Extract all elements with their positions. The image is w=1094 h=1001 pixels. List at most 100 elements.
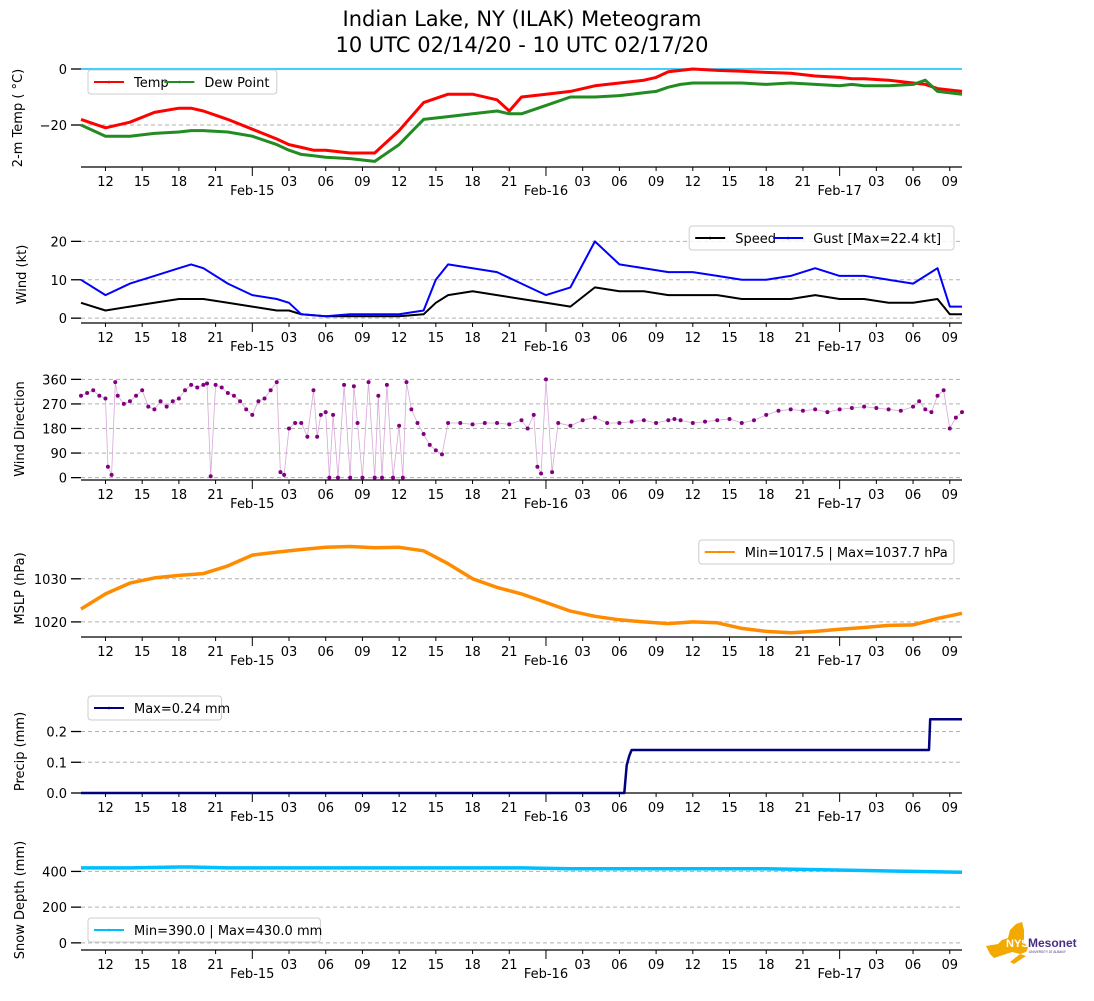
wdir-point — [250, 412, 255, 417]
wind-xtick-label: 15 — [721, 331, 738, 346]
precip-xtick-label: 03 — [281, 801, 298, 816]
wdir-point — [800, 408, 805, 413]
precip-day-label: Feb-16 — [524, 810, 568, 825]
mslp-legend — [698, 539, 955, 565]
wind-xtick-label: 18 — [171, 331, 188, 346]
wdir-point — [113, 380, 118, 385]
wdir-point — [911, 404, 916, 409]
mslp-legend-label: Min=1017.5 | Max=1037.7 hPa — [745, 546, 948, 561]
wdir-point — [366, 380, 371, 385]
wdir-point — [397, 423, 402, 428]
wdir-point — [274, 380, 279, 385]
wdir-point — [764, 412, 769, 417]
chart-title: Indian Lake, NY (ILAK) Meteogram 10 UTC … — [0, 6, 1044, 58]
wdir-xtick-label: 21 — [207, 488, 224, 503]
snow-ylabel: Snow Depth (mm) — [13, 841, 28, 959]
wdir-point — [739, 421, 744, 426]
temp-xtick-label: 12 — [97, 175, 114, 190]
mslp-day-label: Feb-17 — [818, 654, 862, 669]
wdir-point — [446, 421, 451, 426]
wdir-point — [923, 407, 928, 412]
wind-legend-marker — [708, 236, 712, 240]
wdir-xtick-label: 03 — [868, 488, 885, 503]
wdir-point — [323, 410, 328, 415]
snow-xtick-label: 18 — [464, 958, 481, 973]
wind-xtick-label: 03 — [868, 331, 885, 346]
wdir-point — [837, 407, 842, 412]
wind-ylabel: Wind (kt) — [15, 245, 30, 305]
wdir-point — [849, 406, 854, 411]
precip-xtick-label: 09 — [648, 801, 665, 816]
wind-ytick-label: 10 — [50, 274, 67, 289]
wdir-point — [929, 410, 934, 415]
temp-xtick-label: 18 — [171, 175, 188, 190]
wind-legend-label: Gust [Max=22.4 kt] — [813, 232, 941, 247]
wdir-point — [205, 381, 210, 386]
wdir-point — [539, 471, 544, 476]
wdir-point — [409, 407, 414, 412]
wdir-point — [376, 393, 381, 398]
snow-day-label: Feb-16 — [524, 967, 568, 982]
wdir-point — [825, 410, 830, 415]
wind-xtick-label: 03 — [574, 331, 591, 346]
wind-xtick-label: 12 — [391, 331, 408, 346]
wdir-point — [788, 407, 793, 412]
wdir-point — [391, 475, 396, 480]
wdir-point — [146, 404, 151, 409]
snow-xtick-label: 06 — [317, 958, 334, 973]
mslp-ytick-label: 1030 — [34, 573, 67, 588]
wdir-point — [654, 421, 659, 426]
mslp-xtick-label: 06 — [611, 645, 628, 660]
wdir-xtick-label: 06 — [317, 488, 334, 503]
wdir-xtick-label: 06 — [905, 488, 922, 503]
wdir-point — [917, 399, 922, 404]
mslp-xtick-label: 09 — [941, 645, 958, 660]
mslp-series — [80, 544, 963, 635]
precip-ylabel: Precip (mm) — [13, 712, 28, 791]
precip-xtick-label: 15 — [428, 801, 445, 816]
snow-ytick-label: 400 — [42, 865, 67, 880]
precip-xtick-label: 09 — [354, 801, 371, 816]
mslp-xtick-label: 03 — [281, 645, 298, 660]
precip-xtick-label: 15 — [134, 801, 151, 816]
precip-ytick-label: 0.0 — [46, 787, 67, 802]
wind-legend-label: Speed — [735, 232, 776, 247]
wdir-point — [605, 421, 610, 426]
mslp-xtick-label: 09 — [354, 645, 371, 660]
temp-xtick-label: 12 — [685, 175, 702, 190]
wdir-point — [960, 410, 964, 415]
mslp-xtick-label: 18 — [464, 645, 481, 660]
wdir-point — [507, 422, 512, 427]
wdir-point — [495, 421, 500, 426]
wdir-point — [219, 385, 224, 390]
wdir-point — [262, 396, 267, 401]
wdir-point — [121, 401, 126, 406]
wind-xtick-label: 03 — [281, 331, 298, 346]
wdir-point — [751, 418, 756, 423]
precip-xtick-label: 21 — [795, 801, 812, 816]
snow-day-label: Feb-15 — [230, 967, 274, 982]
wdir-point — [299, 421, 304, 426]
wdir-connector — [80, 379, 963, 478]
temp-xtick-label: 21 — [795, 175, 812, 190]
wdir-point — [158, 399, 163, 404]
temp-ytick-label: −20 — [40, 119, 67, 134]
snow-legend-label: Min=390.0 | Max=430.0 mm — [134, 924, 322, 939]
temp-xtick-label: 15 — [134, 175, 151, 190]
mslp-xtick-label: 15 — [721, 645, 738, 660]
wdir-point — [404, 380, 409, 385]
temp-xtick-label: 21 — [207, 175, 224, 190]
wind-day-label: Feb-16 — [524, 340, 568, 355]
wdir-xtick-label: 06 — [611, 488, 628, 503]
wdir-ytick-label: 90 — [50, 447, 67, 462]
title-line1: Indian Lake, NY (ILAK) Meteogram — [342, 7, 702, 31]
wdir-point — [127, 399, 132, 404]
wdir-point — [287, 426, 292, 431]
temp-xtick-label: 18 — [464, 175, 481, 190]
wind-xtick-label: 18 — [758, 331, 775, 346]
wdir-point — [568, 423, 573, 428]
mslp-legend-marker — [718, 550, 722, 554]
wdir-point — [672, 416, 677, 421]
temp-legend-marker — [178, 80, 181, 84]
wdir-point — [311, 388, 316, 393]
